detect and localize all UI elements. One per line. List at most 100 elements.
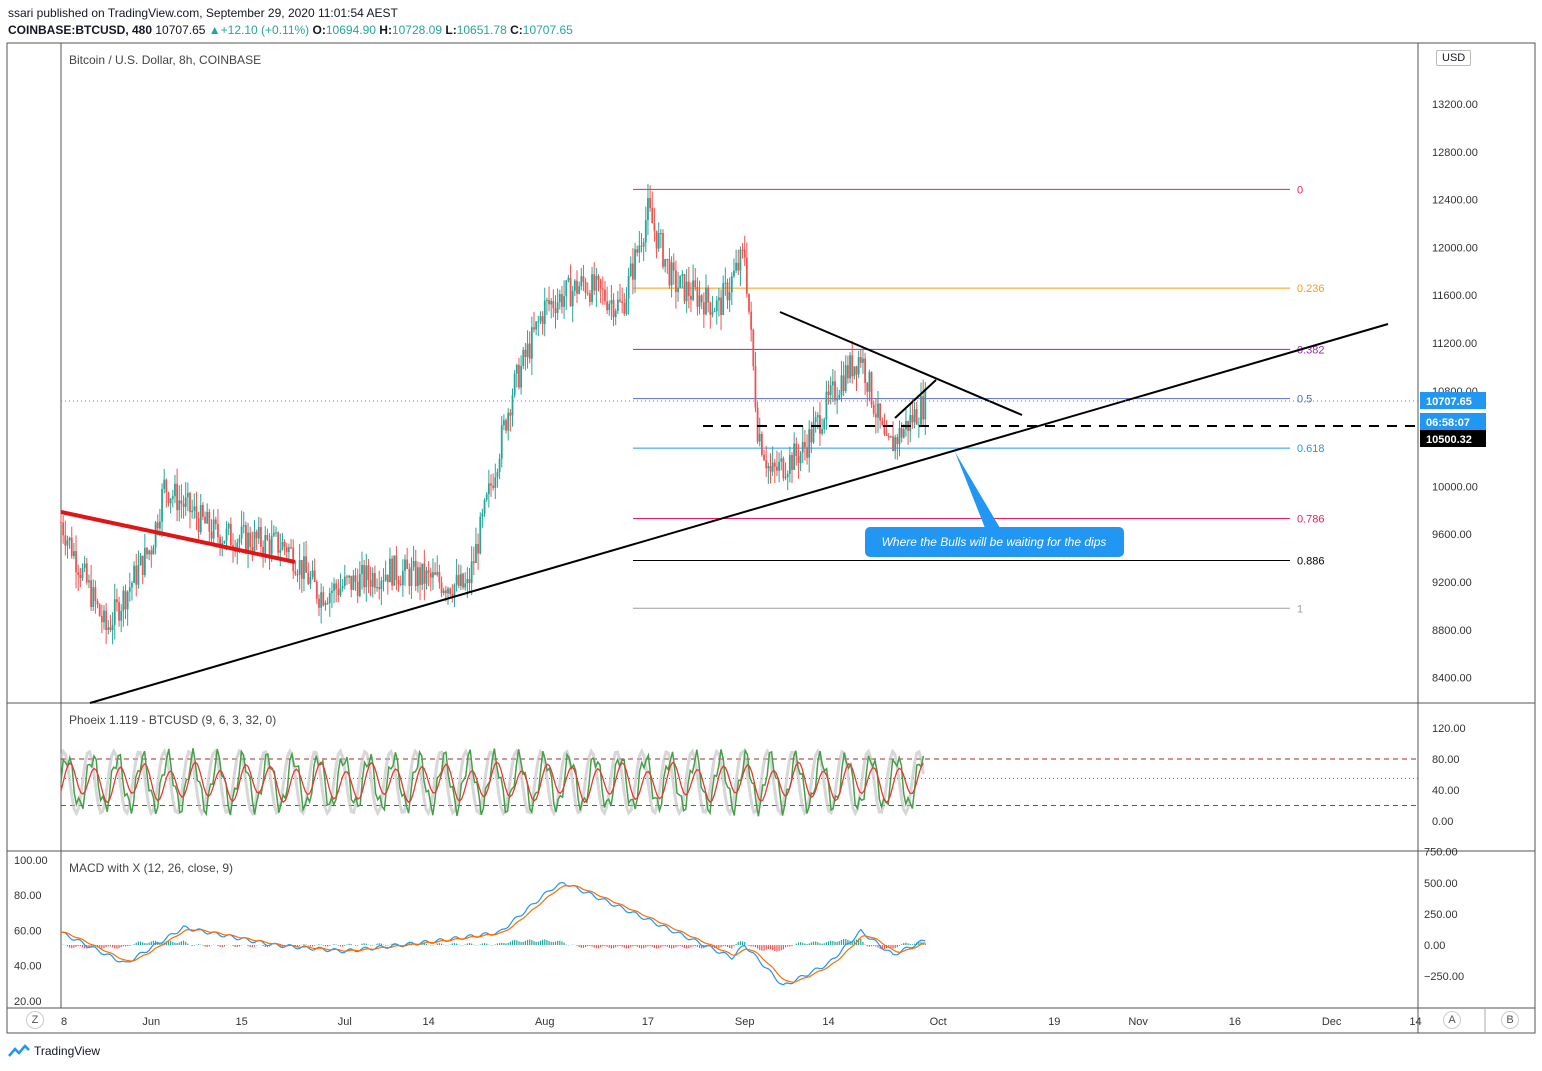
candle-body [386, 574, 389, 583]
candle-body [586, 292, 589, 294]
candle-body [429, 572, 432, 578]
candle-body [466, 579, 469, 584]
candle-body [343, 576, 346, 587]
candle-body [546, 299, 548, 301]
candle-body [341, 586, 344, 588]
tradingview-logo[interactable]: TradingView [8, 1044, 100, 1058]
candle-body [77, 572, 80, 576]
candle-body [567, 277, 570, 281]
candle-body [107, 627, 110, 630]
candle-body [122, 590, 125, 611]
long-uptrend-line[interactable] [89, 323, 1389, 704]
candle-body [247, 532, 249, 553]
candle-body [737, 262, 740, 271]
macd-left-tick-label: 100.00 [14, 855, 48, 867]
candle-body [92, 587, 95, 608]
price-tick-label: 11600.00 [1432, 290, 1477, 302]
candle-body [844, 365, 847, 392]
phoeix-pane-title: Phoeix 1.119 - BTCUSD (9, 6, 3, 32, 0) [69, 713, 277, 727]
change-label: +12.10 (+0.11%) [220, 23, 310, 37]
candle-body [425, 570, 428, 584]
candle-body [503, 420, 505, 426]
candle-body [750, 311, 753, 330]
candle-body [193, 506, 196, 511]
candle-body [300, 559, 303, 579]
b-button[interactable]: B [1501, 1011, 1519, 1029]
candle-body [810, 429, 813, 443]
candle-body [197, 518, 200, 533]
candle-body [896, 437, 899, 445]
candle-body [784, 477, 787, 479]
candle-body [309, 577, 312, 584]
candle-body [692, 280, 694, 300]
phoeix-tick-label: 120.00 [1432, 723, 1466, 735]
candle-body [98, 604, 101, 616]
candle-body [582, 276, 585, 282]
candle-body [776, 466, 778, 471]
candle-body [632, 263, 634, 280]
candle-body [118, 602, 120, 621]
candle-body [184, 497, 187, 507]
macd-left-tick-label: 20.00 [14, 996, 42, 1008]
candle-body [915, 409, 918, 425]
candle-body [855, 366, 858, 375]
short-rising-line[interactable] [894, 379, 937, 419]
candle-body [367, 565, 370, 580]
candle-body [389, 558, 391, 583]
candle-body [60, 522, 62, 524]
macd-right-tick-label: 750.00 [1424, 847, 1458, 859]
candle-body [320, 592, 323, 608]
fib-level-label: 0.236 [1297, 283, 1325, 295]
tradingview-logo-icon [8, 1044, 30, 1057]
candle-body [900, 427, 903, 438]
candle-body [733, 270, 735, 277]
price-tick-label: 11200.00 [1432, 338, 1477, 350]
candle-body [847, 365, 849, 379]
candle-body [677, 287, 679, 293]
price-tick-label: 13200.00 [1432, 99, 1478, 111]
callout-box[interactable] [865, 527, 1124, 557]
callout-text: Where the Bulls will be waiting for the … [882, 535, 1107, 549]
candle-body [266, 534, 269, 540]
candle-body [354, 575, 357, 582]
phoeix-tick-label: 0.00 [1432, 816, 1453, 828]
red-downtrend-line[interactable] [60, 510, 296, 564]
candle-body [788, 455, 791, 474]
candle-body [496, 471, 499, 478]
candle-body [614, 310, 617, 318]
candle-body [363, 564, 366, 588]
z-button[interactable]: Z [26, 1011, 44, 1029]
candle-body [262, 546, 264, 554]
candle-body [842, 375, 845, 392]
trendline-drawings[interactable]: Where the Bulls will be waiting for the … [60, 311, 1418, 704]
triangle-upper-line[interactable] [779, 311, 1023, 416]
candle-body [395, 555, 398, 581]
price-tag-box [1420, 392, 1486, 409]
candle-body [171, 496, 174, 499]
candle-body [752, 329, 755, 367]
candle-body [487, 483, 490, 495]
a-button[interactable]: A [1443, 1011, 1461, 1029]
candle-body [90, 580, 92, 608]
candle-body [520, 366, 522, 388]
time-tick-label: 15 [235, 1016, 247, 1028]
candle-body [513, 373, 516, 396]
candle-body [350, 575, 353, 590]
candle-body [120, 610, 123, 621]
candle-body [103, 610, 105, 623]
candle-body [657, 233, 660, 249]
candle-body [651, 207, 654, 224]
publisher-line: ssari published on TradingView.com, Sept… [8, 6, 398, 20]
last-price-label: 10707.65 [155, 23, 206, 37]
candle-body [578, 286, 581, 294]
candle-body [711, 311, 714, 315]
candle-body [533, 327, 535, 330]
candle-body [894, 437, 897, 452]
candle-body [210, 531, 213, 539]
candle-body [206, 511, 209, 524]
candle-body [70, 537, 73, 557]
currency-button[interactable]: USD [1436, 50, 1472, 66]
candle-body [148, 550, 151, 555]
candle-body [315, 581, 318, 599]
